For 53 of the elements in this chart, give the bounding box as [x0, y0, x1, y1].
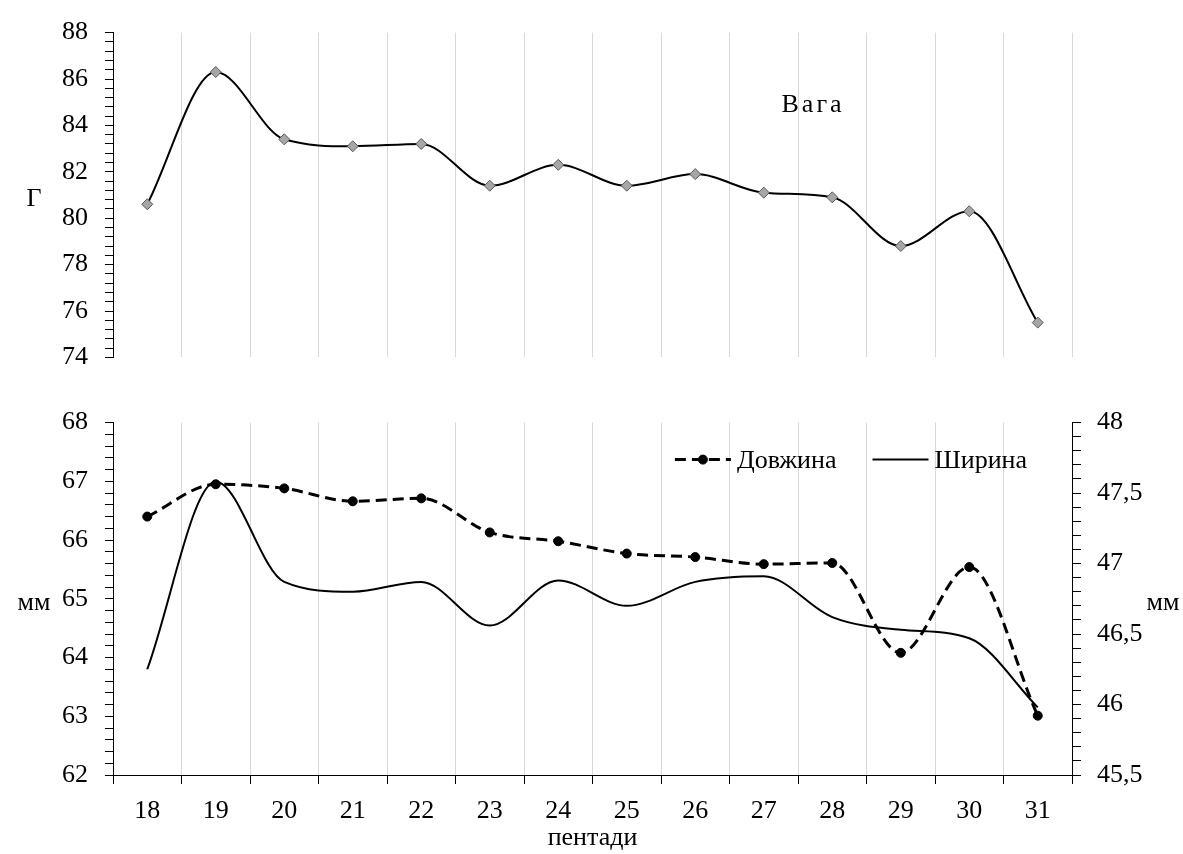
- point: [210, 479, 221, 490]
- y-tick-label: 76: [62, 294, 88, 324]
- y-tick-label: 68: [62, 406, 88, 436]
- text: Вага: [781, 89, 845, 119]
- y-tick-label: 67: [62, 465, 88, 495]
- x-tick-label: 21: [339, 795, 366, 825]
- y2-tick-label: 46,5: [1097, 617, 1143, 647]
- y-tick-label: 78: [62, 248, 88, 278]
- y2-tick-label: 46: [1097, 688, 1123, 718]
- legend-label: Довжина: [736, 445, 837, 475]
- x-tick-label: 19: [202, 795, 229, 825]
- x-tick-label: 23: [476, 795, 503, 825]
- point: [553, 536, 564, 547]
- y2-tick-label: 45,5: [1097, 758, 1143, 788]
- y-tick-label: 84: [62, 109, 88, 139]
- y2-tick-label: 48: [1097, 406, 1123, 436]
- y-axis-title: Г: [26, 182, 42, 212]
- point: [621, 548, 632, 559]
- point: [279, 483, 290, 494]
- y-axis-title: мм: [17, 586, 51, 616]
- point: [964, 562, 975, 573]
- point: [895, 647, 906, 658]
- y-tick-label: 80: [62, 202, 88, 232]
- y-tick-label: 88: [62, 16, 88, 46]
- x-tick-label: 26: [682, 795, 709, 825]
- point: [827, 557, 838, 568]
- y2-tick-label: 47,5: [1097, 476, 1143, 506]
- y-tick-label: 63: [62, 700, 88, 730]
- point: [142, 511, 153, 522]
- y-tick-label: 66: [62, 523, 88, 553]
- x-tick-label: 30: [956, 795, 983, 825]
- point: [347, 496, 358, 507]
- y-tick-label: 74: [62, 341, 88, 371]
- x-tick-label: 28: [819, 795, 846, 825]
- legend-label: Ширина: [934, 445, 1028, 475]
- y-tick-label: 65: [62, 582, 88, 612]
- point: [690, 552, 701, 563]
- point: [484, 527, 495, 538]
- point: [416, 493, 427, 504]
- point: [758, 559, 769, 570]
- y-tick-label: 82: [62, 155, 88, 185]
- y-tick-label: 62: [62, 758, 88, 788]
- x-tick-label: 31: [1024, 795, 1051, 825]
- point: [1032, 710, 1043, 721]
- x-tick-label: 29: [887, 795, 914, 825]
- x-tick-label: 18: [134, 795, 161, 825]
- x-tick-label: 27: [750, 795, 777, 825]
- y-tick-label: 86: [62, 62, 88, 92]
- x-tick-label: 20: [271, 795, 298, 825]
- y2-tick-label: 47: [1097, 547, 1123, 577]
- y-tick-label: 64: [62, 641, 88, 671]
- x-tick-label: 22: [408, 795, 435, 825]
- y2-axis-title: мм: [1146, 586, 1180, 616]
